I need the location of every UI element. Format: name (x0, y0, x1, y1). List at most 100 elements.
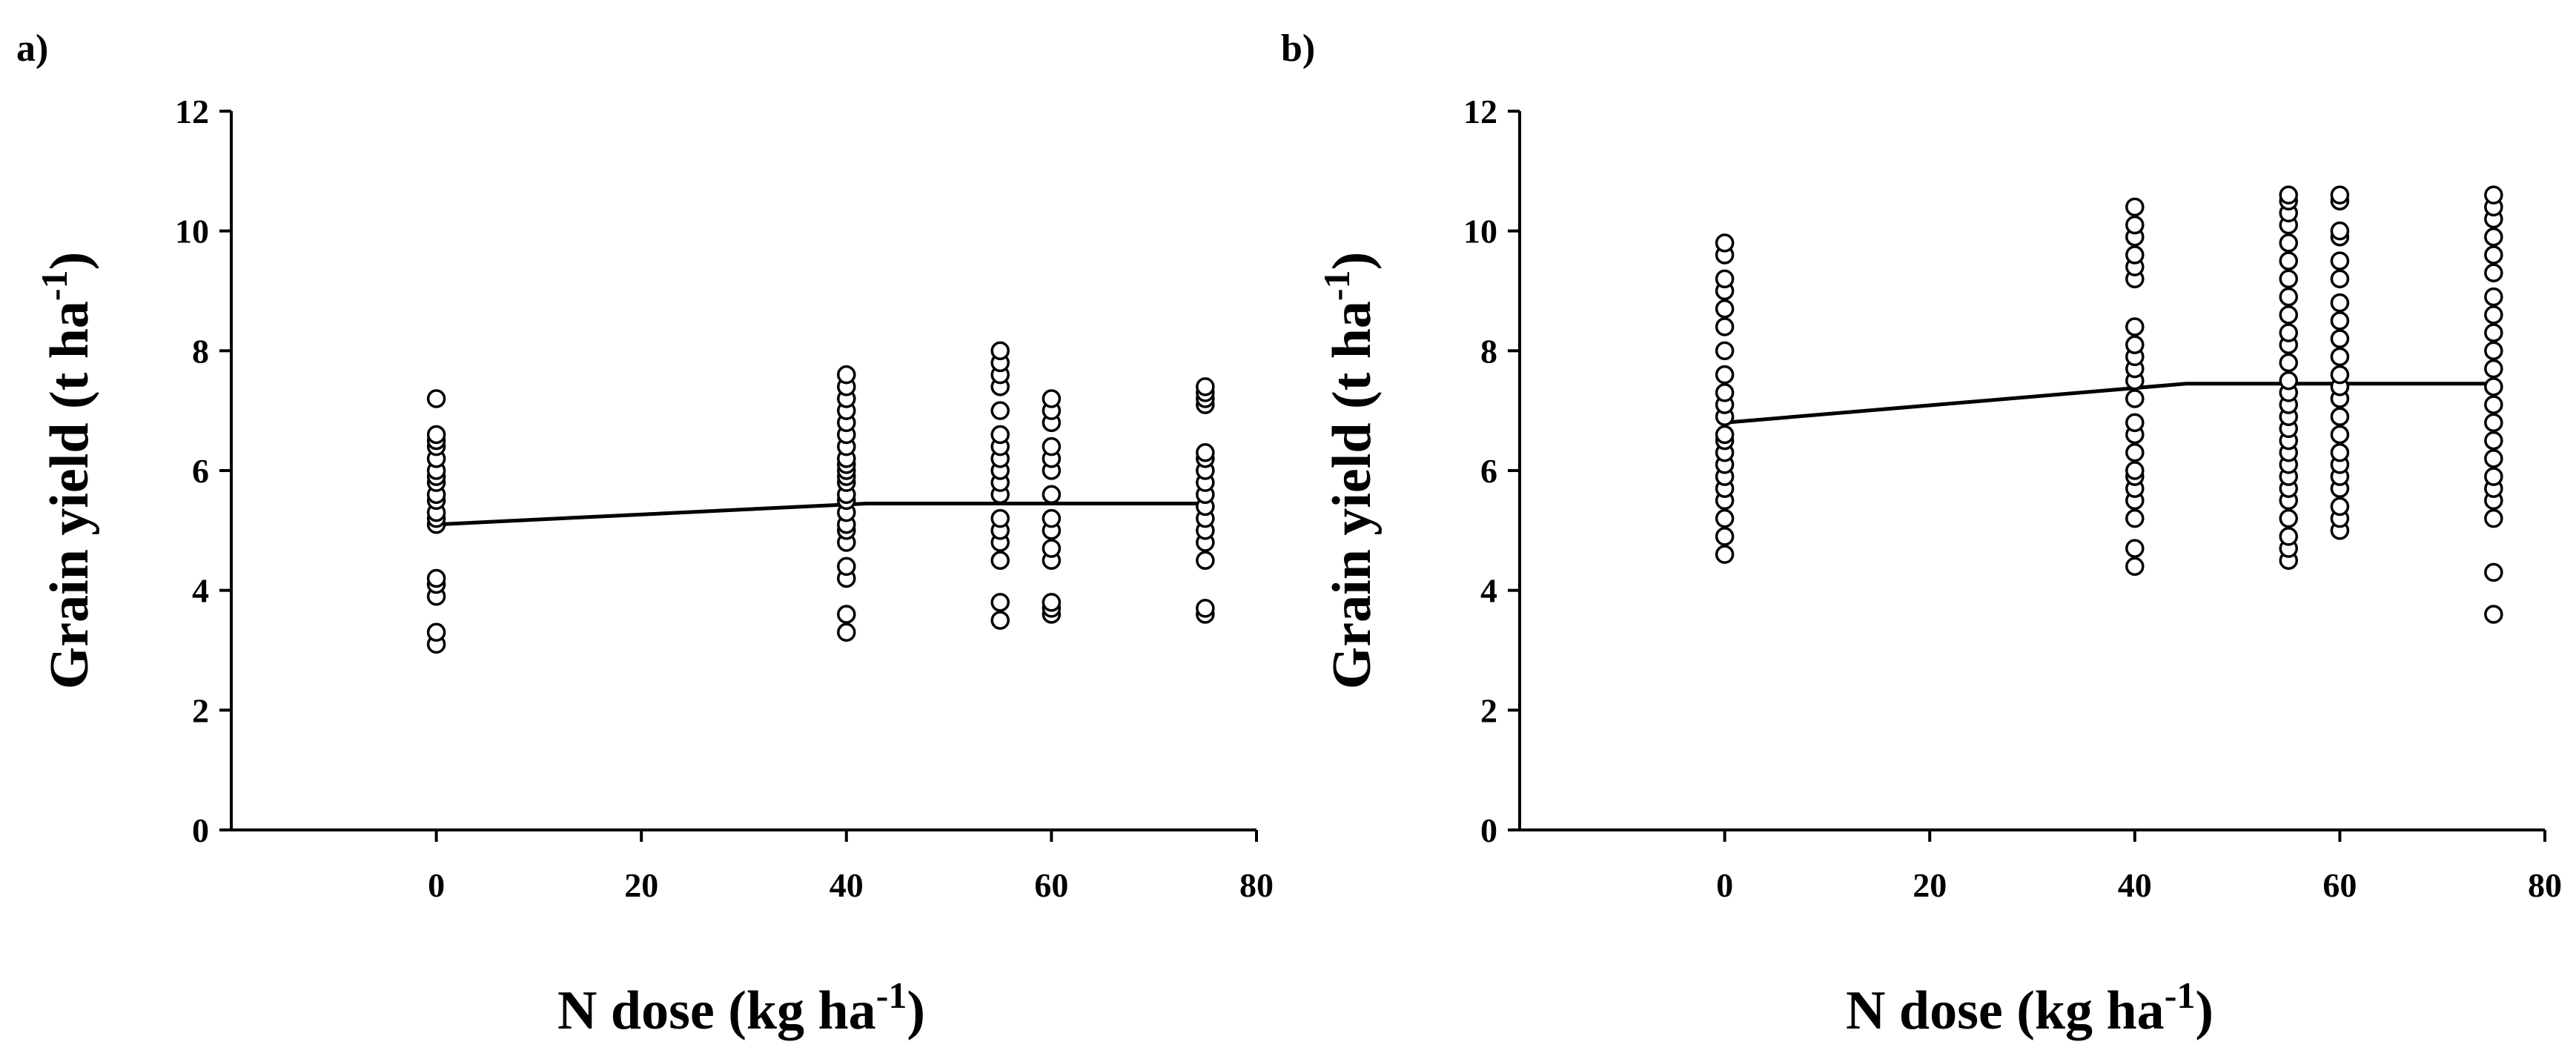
y-tick-label: 10 (175, 213, 209, 250)
data-point (837, 557, 856, 577)
data-point (1715, 508, 1735, 528)
data-point (2125, 557, 2145, 577)
x-tick-label: 40 (2118, 866, 2152, 904)
data-point (1715, 299, 1735, 319)
y-axis-title-superscript: -1 (33, 270, 75, 301)
data-point (2484, 185, 2503, 205)
y-tick-label: 6 (1480, 452, 1497, 490)
data-point (2279, 353, 2298, 373)
y-axis-title-end: ) (1322, 252, 1383, 270)
data-point (2279, 508, 2298, 528)
data-point (2125, 197, 2145, 217)
x-axis-title: N dose (kg ha-1) (557, 974, 925, 1041)
y-axis-title-text: Grain yield (t ha (39, 301, 100, 689)
panel-label: b) (1281, 27, 1315, 70)
data-point (1042, 539, 1062, 558)
data-point (837, 365, 856, 385)
y-tick-label: 2 (1480, 691, 1497, 729)
data-point (990, 425, 1010, 445)
data-point (1715, 527, 1735, 546)
y-tick-label: 8 (192, 332, 209, 370)
data-point (2330, 311, 2350, 330)
data-point (2125, 245, 2145, 265)
data-point (2279, 287, 2298, 307)
data-point (2279, 233, 2298, 253)
data-point (2484, 263, 2503, 282)
data-point (2279, 305, 2298, 325)
x-tick-label: 20 (1913, 866, 1947, 904)
data-point (426, 425, 446, 445)
data-point (1715, 383, 1735, 402)
y-tick-label: 12 (1463, 93, 1497, 130)
data-point (2484, 605, 2503, 624)
data-point (2330, 347, 2350, 367)
data-point (837, 605, 856, 624)
y-tick-label: 2 (192, 691, 209, 729)
data-point (2125, 539, 2145, 558)
y-tick-label: 4 (192, 572, 209, 610)
data-point (2125, 413, 2145, 433)
data-point (2279, 527, 2298, 546)
data-point (1196, 551, 1215, 570)
data-point (1196, 377, 1215, 396)
data-point (1715, 365, 1735, 385)
data-point (1715, 233, 1735, 253)
data-point (1715, 341, 1735, 361)
data-point (2125, 317, 2145, 336)
data-point (2330, 443, 2350, 462)
data-point (2484, 287, 2503, 307)
y-tick-label: 0 (1480, 811, 1497, 849)
data-point (1042, 485, 1062, 505)
data-point (2484, 431, 2503, 451)
data-point (2484, 508, 2503, 528)
data-point (2484, 562, 2503, 582)
y-axis-title: Grain yield (t ha-1) (33, 252, 100, 690)
fit-line (436, 501, 1205, 527)
y-tick-label: 4 (1480, 572, 1497, 610)
x-tick-label: 80 (2528, 866, 2562, 904)
x-axis-title-text: N dose (kg ha (557, 980, 876, 1041)
data-point (2279, 371, 2298, 391)
x-tick-label: 60 (1034, 866, 1068, 904)
data-point (990, 593, 1010, 612)
data-point (426, 389, 446, 408)
y-tick-label: 10 (1463, 213, 1497, 250)
data-point (2484, 341, 2503, 361)
y-axis-title-superscript: -1 (1316, 270, 1357, 301)
x-axis-title: N dose (kg ha-1) (1846, 974, 2214, 1041)
data-point (2279, 185, 2298, 205)
data-point (990, 551, 1010, 570)
data-point (2484, 323, 2503, 342)
x-axis-title-end: ) (907, 980, 925, 1041)
y-axis-title: Grain yield (t ha-1) (1316, 252, 1383, 690)
data-point (2484, 227, 2503, 247)
data-point (2279, 323, 2298, 342)
data-point (2279, 251, 2298, 270)
data-point (2125, 215, 2145, 235)
data-point (1042, 436, 1062, 456)
data-point (426, 568, 446, 588)
data-point (1715, 425, 1735, 445)
data-point (1196, 443, 1215, 462)
x-tick-label: 60 (2322, 866, 2357, 904)
x-tick-label: 0 (428, 866, 445, 904)
data-point (2484, 359, 2503, 379)
y-axis-title-end: ) (39, 252, 100, 270)
data-point (2484, 395, 2503, 414)
x-axis-title-end: ) (2195, 980, 2214, 1041)
data-point (990, 341, 1010, 361)
x-axis-title-superscript: -1 (876, 974, 907, 1016)
data-point (2484, 413, 2503, 433)
x-tick-label: 0 (1716, 866, 1733, 904)
data-point (1715, 545, 1735, 564)
data-point (1042, 593, 1062, 612)
data-point (2330, 329, 2350, 348)
data-point (990, 401, 1010, 420)
data-point (1715, 317, 1735, 336)
data-point (1196, 599, 1215, 618)
data-point (2484, 377, 2503, 396)
x-axis-title-text: N dose (kg ha (1846, 980, 2165, 1041)
data-point (426, 622, 446, 642)
data-point (2125, 508, 2145, 528)
